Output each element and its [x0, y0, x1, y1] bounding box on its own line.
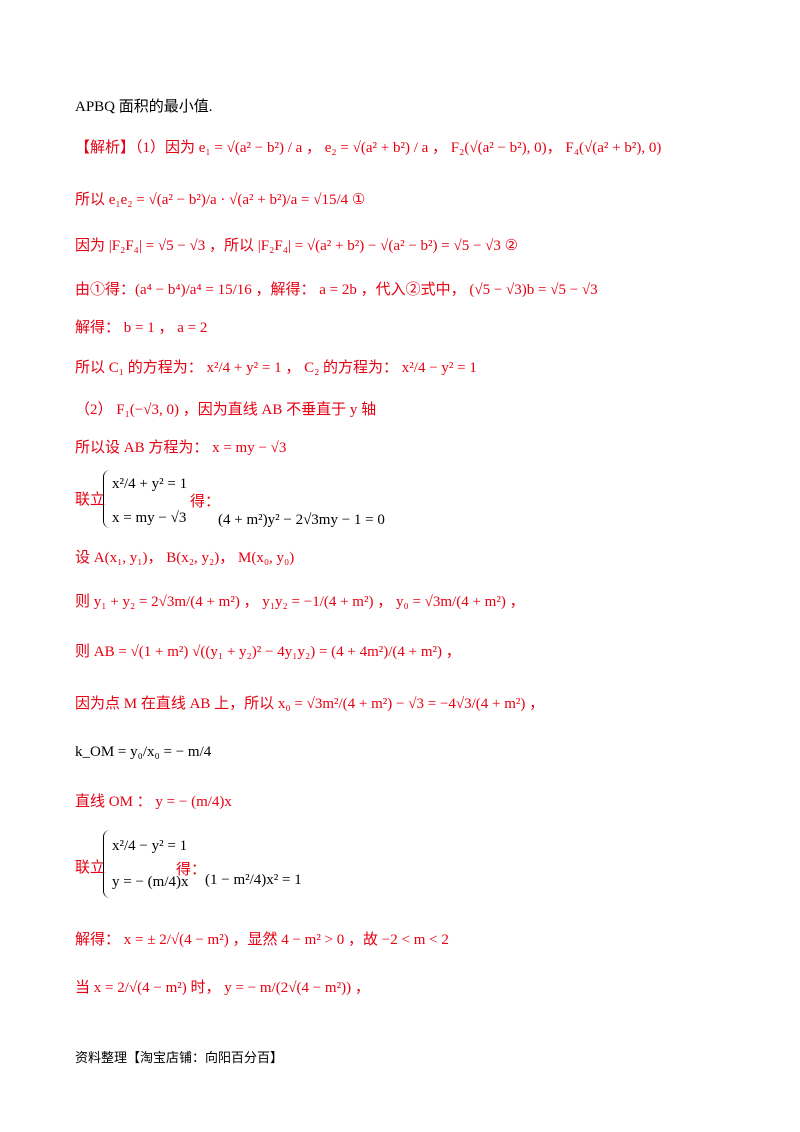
system-2-eq1: x²/4 − y² = 1 [112, 838, 188, 854]
line-05: 由①得：(a⁴ − b⁴)/a⁴ = 15/16 ，解得： a = 2b ，代入… [75, 282, 598, 298]
line-04: 因为 |F₂F₄| = √5 − √3 ，所以 |F₂F₄| = √(a² + … [75, 238, 519, 254]
line-16: 直线 OM ： y = − (m/4)x [75, 794, 232, 810]
analysis-tag: 【解析】 [75, 140, 136, 156]
line-02-text: （1）因为 e₁ = √(a² − b²) / a ， e₂ = √(a² + … [135, 140, 662, 156]
line-03: 所以 e₁e₂ = √(a² − b²)/a · √(a² + b²)/a = … [75, 192, 366, 208]
line-06: 解得： b = 1 ， a = 2 [75, 320, 208, 336]
line-12: 则 y₁ + y₂ = 2√3m/(4 + m²) ， y₁y₂ = −1/(4… [75, 594, 525, 610]
line-07: 所以 C₁ 的方程为： x²/4 + y² = 1 ， C₂ 的方程为： x²/… [75, 360, 477, 376]
line-02: 【解析】（1）因为 e₁ = √(a² − b²) / a ， e₂ = √(a… [75, 138, 661, 158]
system-1-result: (4 + m²)y² − 2√3my − 1 = 0 [218, 512, 385, 528]
line-11: 设 A(x₁, y₁)， B(x₂, y₂)， M(x₀, y₀) [75, 550, 295, 566]
line-08: （2） F₁(−√3, 0) ，因为直线 AB 不垂直于 y 轴 [75, 402, 377, 418]
system-2-get: 得： [176, 862, 207, 878]
system-2-result: (1 − m²/4)x² = 1 [205, 872, 302, 888]
line-15: k_OM = y₀/x₀ = − m/4 [75, 744, 212, 760]
line-19: 当 x = 2/√(4 − m²) 时， y = − m/(2√(4 − m²)… [75, 980, 370, 996]
line-14: 因为点 M 在直线 AB 上，所以 x₀ = √3m²/(4 + m²) − √… [75, 696, 545, 712]
system-1-eq2: x = my − √3 [112, 510, 187, 526]
line-01: APBQ 面积的最小值. [75, 99, 213, 115]
system-2-eq2: y = − (m/4)x [112, 874, 189, 890]
line-18: 解得： x = ± 2/√(4 − m²) ，显然 4 − m² > 0 ，故 … [75, 932, 449, 948]
system-1-brace [103, 470, 110, 528]
line-13: 则 AB = √(1 + m²) √((y₁ + y₂)² − 4y₁y₂) =… [75, 644, 461, 660]
line-09: 所以设 AB 方程为： x = my − √3 [75, 440, 287, 456]
page-footer: 资料整理【淘宝店铺：向阳百分百】 [75, 1051, 284, 1066]
system-1-label: 联立 [75, 492, 106, 508]
system-1-eq1: x²/4 + y² = 1 [112, 476, 188, 492]
system-1-get: 得： [190, 494, 221, 510]
system-2-brace [103, 830, 110, 898]
system-2-label: 联立 [75, 860, 106, 876]
